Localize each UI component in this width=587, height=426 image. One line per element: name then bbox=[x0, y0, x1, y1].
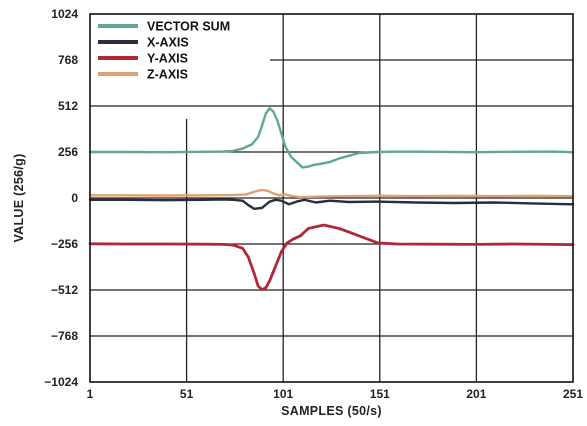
series-line-z-axis bbox=[88, 188, 575, 199]
y-tick-label: 768 bbox=[58, 53, 78, 67]
y-axis-label: VALUE (256/g) bbox=[12, 153, 26, 242]
y-tick-label: −1024 bbox=[44, 375, 78, 389]
series-layer bbox=[88, 106, 575, 292]
y-tick-label: 0 bbox=[71, 191, 78, 205]
y-tick-label: −256 bbox=[51, 237, 78, 251]
x-tick-label: 1 bbox=[87, 387, 94, 401]
legend-entry-vector-sum: VECTOR SUM bbox=[147, 20, 230, 34]
x-tick-label: 201 bbox=[466, 387, 486, 401]
legend-entry-y-axis: Y-AXIS bbox=[147, 52, 188, 66]
y-tick-label: 256 bbox=[58, 145, 78, 159]
x-tick-label: 51 bbox=[180, 387, 194, 401]
y-tick-label: 512 bbox=[58, 99, 78, 113]
series-line-x-axis bbox=[88, 198, 575, 211]
legend-entry-z-axis: Z-AXIS bbox=[147, 68, 188, 82]
y-tick-label: −512 bbox=[51, 283, 78, 297]
x-tick-label: 101 bbox=[273, 387, 293, 401]
x-axis-label: SAMPLES (50/s) bbox=[281, 404, 382, 418]
y-tick-label: −768 bbox=[51, 329, 78, 343]
plot-frame bbox=[89, 13, 574, 383]
x-tick-label: 151 bbox=[370, 387, 390, 401]
legend-entry-x-axis: X-AXIS bbox=[147, 36, 189, 50]
legend: VECTOR SUM X-AXIS Y-AXIS Z-AXIS bbox=[94, 16, 270, 84]
series-line-vector-sum bbox=[88, 106, 575, 169]
series-line-y-axis bbox=[88, 223, 575, 292]
y-tick-label: 1024 bbox=[51, 7, 78, 21]
x-tick-label: 251 bbox=[563, 387, 583, 401]
